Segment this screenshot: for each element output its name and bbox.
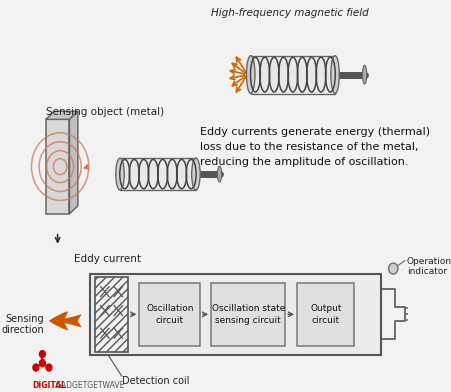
Text: Output
circuit: Output circuit (309, 304, 341, 325)
Circle shape (388, 263, 397, 274)
Polygon shape (69, 111, 78, 214)
Bar (139, 283, 200, 346)
Polygon shape (46, 120, 69, 214)
Bar (90, 274, 381, 355)
Ellipse shape (246, 56, 254, 94)
Ellipse shape (330, 56, 339, 94)
Text: Sensing object (metal): Sensing object (metal) (46, 107, 164, 118)
Circle shape (39, 350, 45, 358)
Bar (250, 56, 334, 94)
Text: DIGITAL: DIGITAL (32, 381, 66, 390)
Text: Eddy currents generate energy (thermal)
loss due to the resistance of the metal,: Eddy currents generate energy (thermal) … (200, 127, 429, 167)
Ellipse shape (362, 65, 366, 84)
Bar (296, 283, 354, 346)
Circle shape (33, 364, 39, 371)
Text: Oscillation state
sensing circuit: Oscillation state sensing circuit (211, 304, 284, 325)
Text: Operation
indicator: Operation indicator (406, 257, 451, 276)
Bar (95, 276, 128, 352)
Text: Detection coil: Detection coil (121, 376, 189, 386)
Ellipse shape (191, 158, 200, 190)
Ellipse shape (217, 166, 221, 182)
Bar (211, 283, 285, 346)
Text: GADGETGETWAVE: GADGETGETWAVE (56, 381, 125, 390)
Circle shape (46, 364, 52, 371)
Text: Sensing
direction: Sensing direction (1, 314, 44, 336)
Ellipse shape (115, 158, 124, 190)
Bar (120, 158, 195, 190)
Circle shape (39, 359, 45, 367)
Polygon shape (46, 111, 78, 120)
Text: Oscillation
circuit: Oscillation circuit (146, 304, 193, 325)
Text: High-frequency magnetic field: High-frequency magnetic field (211, 8, 368, 18)
Text: Eddy current: Eddy current (74, 254, 141, 264)
